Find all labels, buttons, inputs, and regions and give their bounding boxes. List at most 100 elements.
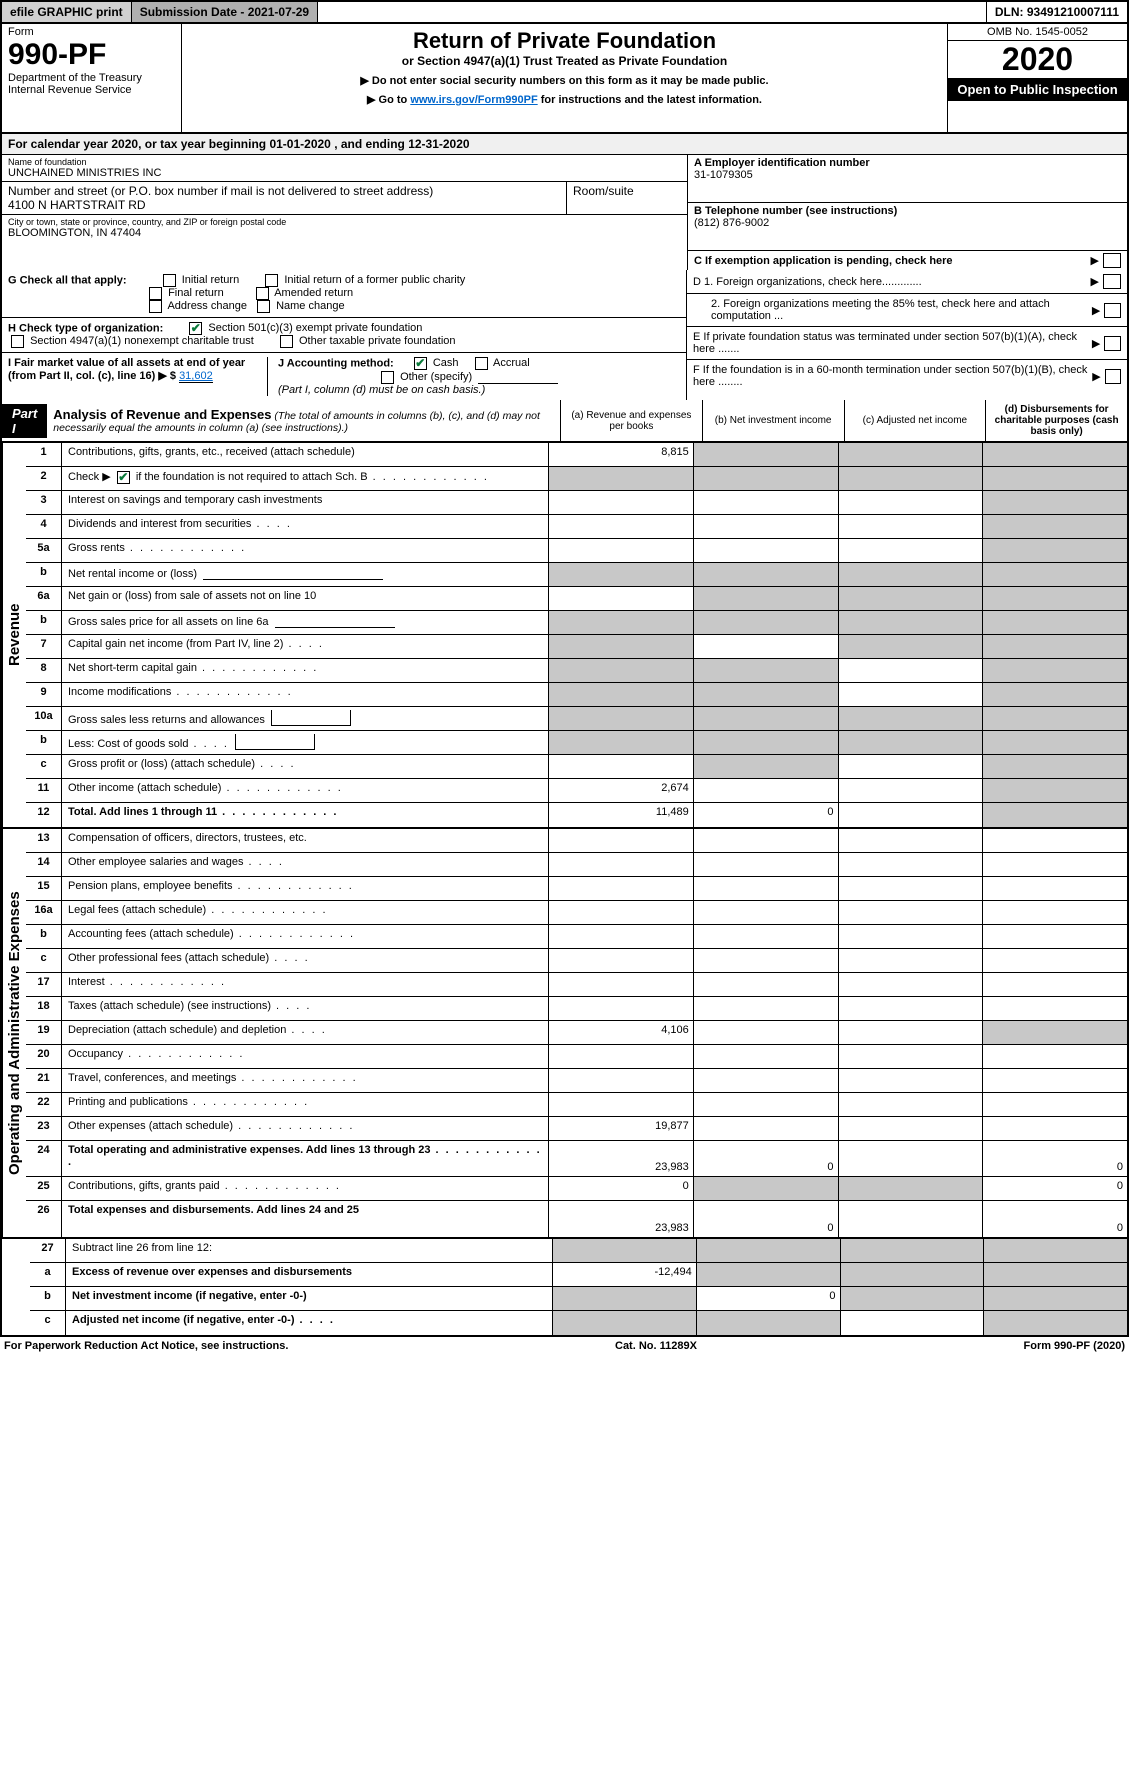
chk-other-method[interactable] [381, 371, 394, 384]
address-cell: Number and street (or P.O. box number if… [2, 182, 567, 214]
j-other: Other (specify) [400, 371, 472, 383]
r16b-c [838, 925, 983, 948]
irs-link[interactable]: www.irs.gov/Form990PF [410, 94, 537, 106]
chk-4947a1[interactable] [11, 335, 24, 348]
r9-d [982, 683, 1127, 706]
h-opt-1: Section 501(c)(3) exempt private foundat… [208, 322, 422, 334]
cal-mid: , and ending [334, 137, 408, 151]
f-checkbox[interactable] [1105, 369, 1121, 384]
r5a-a [548, 539, 693, 562]
r22-num: 22 [26, 1093, 62, 1116]
open-to-public: Open to Public Inspection [948, 78, 1127, 101]
r6b-c [838, 611, 983, 634]
r4-b [693, 515, 838, 538]
footer-center: Cat. No. 11289X [615, 1340, 697, 1352]
r17-a [548, 973, 693, 996]
d1-label: D 1. Foreign organizations, check here..… [693, 276, 922, 288]
e-checkbox[interactable] [1104, 336, 1121, 351]
r16c-num: c [26, 949, 62, 972]
r22-b [693, 1093, 838, 1116]
c-checkbox[interactable] [1103, 253, 1121, 268]
col-d-header: (d) Disbursements for charitable purpose… [985, 400, 1127, 441]
r25-a: 0 [548, 1177, 693, 1200]
r3-label: Interest on savings and temporary cash i… [62, 491, 548, 514]
form-label: Form [8, 26, 175, 38]
ssn-notice: ▶ Do not enter social security numbers o… [192, 74, 937, 87]
r10b-c [838, 731, 983, 754]
submission-date: Submission Date - 2021-07-29 [132, 2, 318, 22]
c-label: C If exemption application is pending, c… [694, 255, 953, 267]
r21-c [838, 1069, 983, 1092]
r10a-b [693, 707, 838, 730]
r4-a [548, 515, 693, 538]
r10c-a [548, 755, 693, 778]
r5a-b [693, 539, 838, 562]
r16c-b [693, 949, 838, 972]
r6b-num: b [26, 611, 62, 634]
chk-accrual[interactable] [475, 357, 488, 370]
r1-b [693, 443, 838, 466]
r4-c [838, 515, 983, 538]
r3-num: 3 [26, 491, 62, 514]
r27a-c [840, 1263, 984, 1286]
r12-num: 12 [26, 803, 62, 827]
r10b-num: b [26, 731, 62, 754]
r1-label: Contributions, gifts, grants, etc., rece… [62, 443, 548, 466]
phone-cell: B Telephone number (see instructions) (8… [688, 203, 1127, 251]
city-label: City or town, state or province, country… [8, 217, 681, 227]
r7-d [982, 635, 1127, 658]
chk-501c3[interactable] [189, 322, 202, 335]
chk-other-taxable[interactable] [280, 335, 293, 348]
r17-d [982, 973, 1127, 996]
r10a-c [838, 707, 983, 730]
r27b-a [552, 1287, 696, 1310]
r19-label: Depreciation (attach schedule) and deple… [62, 1021, 548, 1044]
chk-sch-b[interactable] [117, 471, 130, 484]
r27c-a [552, 1311, 696, 1335]
r20-label: Occupancy [62, 1045, 548, 1068]
chk-name-change[interactable] [257, 300, 270, 313]
r27-b [696, 1239, 840, 1262]
chk-initial-return[interactable] [163, 274, 176, 287]
efile-print-button[interactable]: efile GRAPHIC print [2, 2, 132, 22]
chk-initial-public[interactable] [265, 274, 278, 287]
j-cash: Cash [433, 357, 459, 369]
chk-cash[interactable] [414, 357, 427, 370]
r5b-num: b [26, 563, 62, 586]
form-number: 990-PF [8, 38, 175, 72]
j-label: J Accounting method: [278, 357, 394, 369]
notice2-post: for instructions and the latest informat… [541, 94, 762, 106]
r22-label: Printing and publications [62, 1093, 548, 1116]
r24-a: 23,983 [548, 1141, 693, 1176]
r2-b [693, 467, 838, 490]
r16b-a [548, 925, 693, 948]
r18-a [548, 997, 693, 1020]
d2-checkbox[interactable] [1104, 303, 1121, 318]
r15-b [693, 877, 838, 900]
r5b-label: Net rental income or (loss) [62, 563, 548, 586]
r27-d [983, 1239, 1127, 1262]
e-row: E If private foundation status was termi… [687, 327, 1127, 360]
r20-c [838, 1045, 983, 1068]
foundation-name-cell: Name of foundation UNCHAINED MINISTRIES … [2, 155, 687, 182]
header-center: Return of Private Foundation or Section … [182, 24, 947, 132]
chk-final-return[interactable] [149, 287, 162, 300]
header-left: Form 990-PF Department of the Treasury I… [2, 24, 182, 132]
r16a-num: 16a [26, 901, 62, 924]
r27-num: 27 [30, 1239, 66, 1262]
r8-label: Net short-term capital gain [62, 659, 548, 682]
r15-d [982, 877, 1127, 900]
line27-table: 27Subtract line 26 from line 12: aExcess… [0, 1239, 1129, 1337]
chk-amended-return[interactable] [256, 287, 269, 300]
r12-label: Total. Add lines 1 through 11 [62, 803, 548, 827]
d1-checkbox[interactable] [1103, 274, 1121, 289]
r6a-c [838, 587, 983, 610]
r14-d [982, 853, 1127, 876]
r16c-c [838, 949, 983, 972]
r16a-d [982, 901, 1127, 924]
r13-b [693, 829, 838, 852]
chk-address-change[interactable] [149, 300, 162, 313]
r24-d: 0 [982, 1141, 1127, 1176]
info-left: Name of foundation UNCHAINED MINISTRIES … [2, 155, 687, 270]
r16b-d [982, 925, 1127, 948]
